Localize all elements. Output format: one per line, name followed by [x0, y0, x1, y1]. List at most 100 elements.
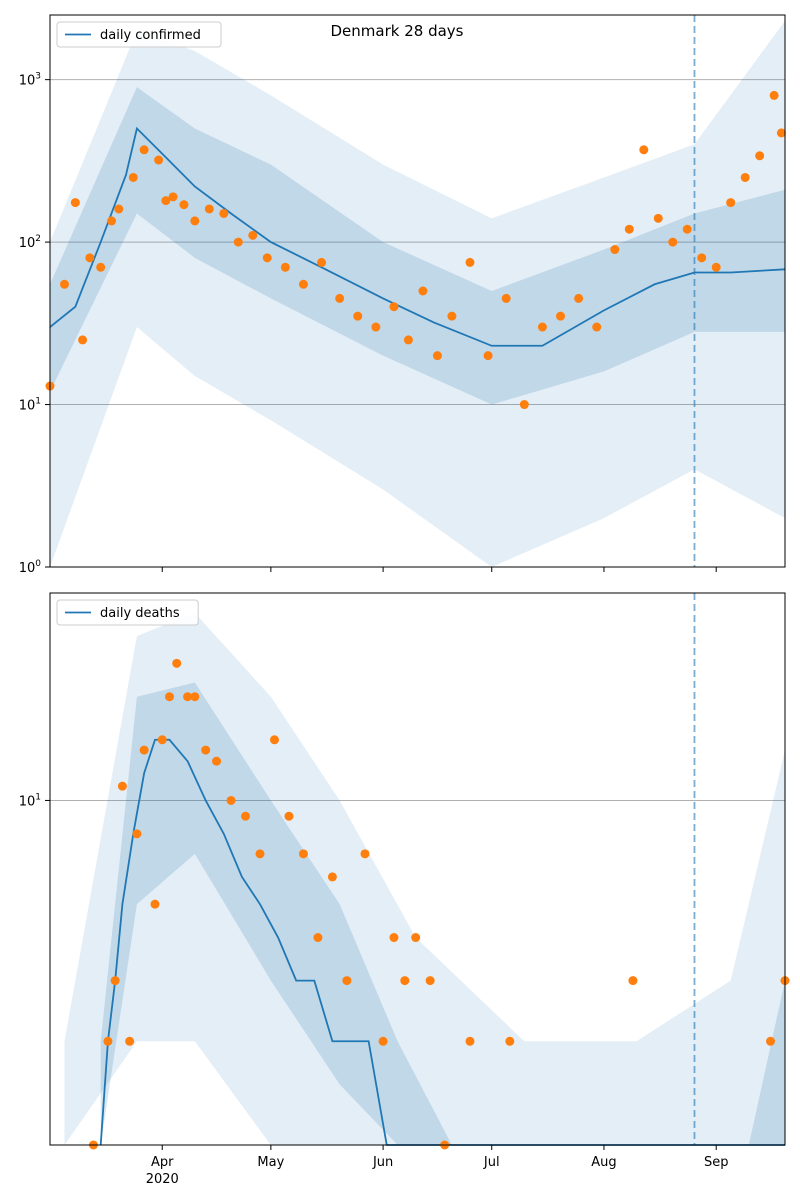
- panel0-data-point: [697, 253, 707, 263]
- x-tick-label: Apr: [151, 1155, 174, 1170]
- panel1-data-point: [411, 933, 421, 943]
- panel1-data-point: [505, 1036, 515, 1046]
- y-tick-label: 101: [19, 792, 41, 809]
- panel0-data-point: [59, 279, 69, 289]
- panel1-band-inner: [100, 682, 786, 1145]
- panel1-data-point: [241, 811, 251, 821]
- panel1-data-point: [183, 692, 193, 702]
- panel0-data-point: [711, 262, 721, 272]
- x-year-label: 2020: [146, 1172, 179, 1187]
- panel1-data-point: [150, 899, 160, 909]
- panel0-band-inner: [50, 87, 785, 405]
- x-tick-label: Aug: [591, 1155, 616, 1170]
- panel0-data-point: [317, 257, 327, 267]
- panel0-data-point: [639, 145, 649, 155]
- panel1-data-point: [400, 976, 410, 986]
- panel0-data-point: [668, 237, 678, 247]
- panel1-data-point: [212, 756, 222, 766]
- panel1-data-point: [425, 976, 435, 986]
- panel0-data-point: [610, 245, 620, 255]
- panel0-series-line: [49, 126, 786, 347]
- y-tick-label: 100: [19, 559, 42, 576]
- panel0-data-point: [139, 145, 149, 155]
- panel1-data-point: [628, 976, 638, 986]
- panel0-data-point: [389, 302, 399, 312]
- y-tick-label: 102: [19, 234, 41, 251]
- x-tick-label: May: [257, 1155, 284, 1170]
- y-tick-label: 103: [19, 72, 41, 89]
- panel0-data-point: [262, 253, 272, 263]
- panel0-data-point: [740, 172, 750, 182]
- panel0-data-point: [219, 208, 229, 218]
- panel0-data-point: [624, 224, 634, 234]
- panel0-data-point: [190, 216, 200, 226]
- x-tick-label: Jun: [372, 1155, 393, 1170]
- panel0-data-point: [161, 196, 171, 206]
- panel0-data-point: [501, 293, 511, 303]
- panel0-data-point: [682, 224, 692, 234]
- panel0-data-point: [653, 213, 663, 223]
- panel1-band-outer: [64, 612, 785, 1145]
- panel1-data-point: [125, 1036, 135, 1046]
- panel1-data-point: [139, 745, 149, 755]
- x-tick-label: Jul: [483, 1155, 500, 1170]
- panel0-data-point: [353, 311, 363, 321]
- panel0-data-point: [96, 262, 106, 272]
- panel1-data-point: [132, 829, 142, 839]
- panel1-legend-box: [56, 599, 199, 626]
- panel0-data-point: [537, 322, 547, 332]
- panel1-axes-frame: [49, 592, 786, 1146]
- panel1-data-point: [378, 1036, 388, 1046]
- y-tick-label: 101: [19, 397, 41, 414]
- panel0-legend-box: [56, 21, 222, 48]
- panel0-data-point: [769, 90, 779, 100]
- panel0-data-point: [168, 192, 178, 202]
- panel0-data-point: [298, 279, 308, 289]
- panel0-data-point: [248, 230, 258, 240]
- panel1-data-point: [389, 933, 399, 943]
- panel0-data-point: [70, 198, 80, 208]
- legend-label: daily deaths: [100, 606, 180, 621]
- panel0-data-point: [776, 128, 786, 138]
- panel1-data-point: [255, 849, 265, 859]
- panel1-data-point: [110, 976, 120, 986]
- panel0-data-point: [519, 400, 529, 410]
- panel0-data-point: [726, 198, 736, 208]
- panel1-data-point: [360, 849, 370, 859]
- panel1-data-point: [103, 1036, 113, 1046]
- panel0-data-point: [592, 322, 602, 332]
- panel0-data-point: [574, 293, 584, 303]
- panel1-data-point: [157, 735, 167, 745]
- panel1-data-point: [313, 933, 323, 943]
- panel0-data-point: [85, 253, 95, 263]
- panel1-data-point: [164, 692, 174, 702]
- legend-label: daily confirmed: [100, 28, 201, 43]
- panel0-data-point: [556, 311, 566, 321]
- panel0-data-point: [233, 237, 243, 247]
- panel1-data-point: [465, 1036, 475, 1046]
- panel0-data-point: [179, 200, 189, 210]
- panel0-data-point: [755, 151, 765, 161]
- panel1-series-line: [99, 738, 785, 1146]
- panel1-data-point: [201, 745, 211, 755]
- panel0-data-point: [403, 335, 413, 345]
- panel0-data-point: [280, 262, 290, 272]
- panel0-data-point: [128, 172, 138, 182]
- panel0-data-point: [432, 351, 442, 361]
- panel1-data-point: [766, 1036, 776, 1046]
- panel1-data-point: [284, 811, 294, 821]
- panel1-data-point: [269, 735, 279, 745]
- panel1-data-point: [172, 658, 182, 668]
- panel0-data-point: [107, 216, 117, 226]
- panel0-data-point: [447, 311, 457, 321]
- panel0-data-point: [114, 204, 124, 214]
- panel1-data-point: [327, 872, 337, 882]
- panel1-data-point: [342, 976, 352, 986]
- panel0-data-point: [204, 204, 214, 214]
- panel0-data-point: [371, 322, 381, 332]
- panel0-band-outer: [50, 20, 785, 568]
- panel0-data-point: [335, 293, 345, 303]
- panel0-data-point: [154, 155, 164, 165]
- x-tick-label: Sep: [704, 1155, 729, 1170]
